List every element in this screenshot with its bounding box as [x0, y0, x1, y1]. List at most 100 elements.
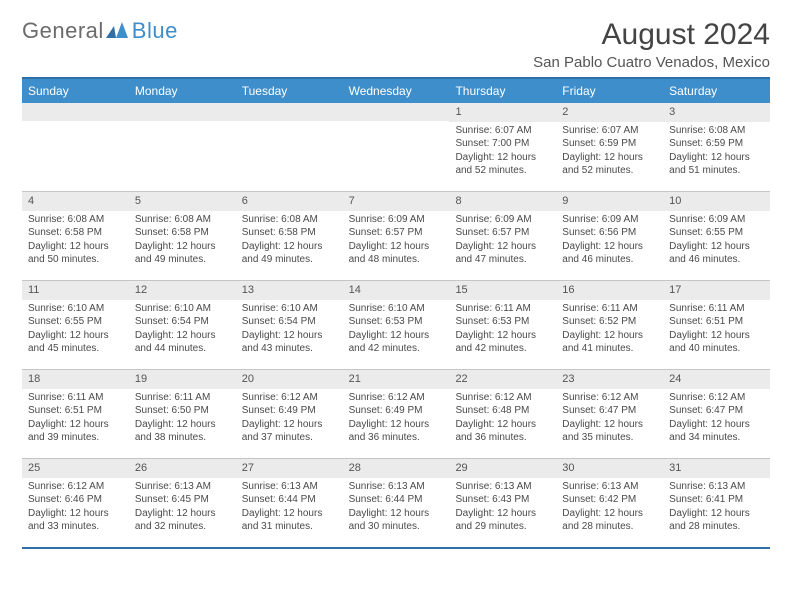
day-cell: 28Sunrise: 6:13 AMSunset: 6:44 PMDayligh… [343, 459, 450, 547]
day-number: 29 [449, 459, 556, 478]
day-details: Sunrise: 6:13 AMSunset: 6:44 PMDaylight:… [236, 478, 343, 538]
day-cell: 25Sunrise: 6:12 AMSunset: 6:46 PMDayligh… [22, 459, 129, 547]
day-cell [343, 103, 450, 191]
sunrise-line: Sunrise: 6:12 AM [669, 391, 764, 405]
sunset-line: Sunset: 6:46 PM [28, 493, 123, 507]
sunset-line: Sunset: 6:51 PM [669, 315, 764, 329]
sunset-line: Sunset: 6:59 PM [562, 137, 657, 151]
sunrise-line: Sunrise: 6:11 AM [28, 391, 123, 405]
brand-part2: Blue [132, 18, 178, 44]
daylight-line: Daylight: 12 hours and 43 minutes. [242, 329, 337, 356]
location-label: San Pablo Cuatro Venados, Mexico [533, 54, 770, 71]
day-cell: 21Sunrise: 6:12 AMSunset: 6:49 PMDayligh… [343, 370, 450, 458]
brand-part1: General [22, 18, 104, 44]
brand-logo: General Blue [22, 18, 178, 44]
day-number: 18 [22, 370, 129, 389]
sunrise-line: Sunrise: 6:10 AM [349, 302, 444, 316]
day-cell: 11Sunrise: 6:10 AMSunset: 6:55 PMDayligh… [22, 281, 129, 369]
sunset-line: Sunset: 6:58 PM [242, 226, 337, 240]
day-cell: 5Sunrise: 6:08 AMSunset: 6:58 PMDaylight… [129, 192, 236, 280]
day-number: 22 [449, 370, 556, 389]
sunset-line: Sunset: 6:45 PM [135, 493, 230, 507]
day-cell: 10Sunrise: 6:09 AMSunset: 6:55 PMDayligh… [663, 192, 770, 280]
day-cell [22, 103, 129, 191]
day-details: Sunrise: 6:13 AMSunset: 6:44 PMDaylight:… [343, 478, 450, 538]
sunset-line: Sunset: 6:47 PM [669, 404, 764, 418]
week-row: 11Sunrise: 6:10 AMSunset: 6:55 PMDayligh… [22, 280, 770, 369]
day-number [22, 103, 129, 121]
sunrise-line: Sunrise: 6:10 AM [28, 302, 123, 316]
day-number: 14 [343, 281, 450, 300]
page-title: August 2024 [533, 18, 770, 52]
day-details: Sunrise: 6:12 AMSunset: 6:46 PMDaylight:… [22, 478, 129, 538]
weekday-label: Saturday [663, 79, 770, 103]
sunset-line: Sunset: 6:50 PM [135, 404, 230, 418]
sunset-line: Sunset: 6:59 PM [669, 137, 764, 151]
day-number: 12 [129, 281, 236, 300]
sunrise-line: Sunrise: 6:11 AM [135, 391, 230, 405]
daylight-line: Daylight: 12 hours and 50 minutes. [28, 240, 123, 267]
sunrise-line: Sunrise: 6:12 AM [28, 480, 123, 494]
sunset-line: Sunset: 6:49 PM [349, 404, 444, 418]
day-number: 16 [556, 281, 663, 300]
day-cell: 17Sunrise: 6:11 AMSunset: 6:51 PMDayligh… [663, 281, 770, 369]
sunset-line: Sunset: 6:44 PM [242, 493, 337, 507]
sunrise-line: Sunrise: 6:12 AM [242, 391, 337, 405]
daylight-line: Daylight: 12 hours and 52 minutes. [562, 151, 657, 178]
day-cell: 22Sunrise: 6:12 AMSunset: 6:48 PMDayligh… [449, 370, 556, 458]
daylight-line: Daylight: 12 hours and 44 minutes. [135, 329, 230, 356]
day-cell: 24Sunrise: 6:12 AMSunset: 6:47 PMDayligh… [663, 370, 770, 458]
day-number: 27 [236, 459, 343, 478]
title-block: August 2024 San Pablo Cuatro Venados, Me… [533, 18, 770, 71]
day-details: Sunrise: 6:11 AMSunset: 6:50 PMDaylight:… [129, 389, 236, 449]
day-details: Sunrise: 6:10 AMSunset: 6:54 PMDaylight:… [129, 300, 236, 360]
sunrise-line: Sunrise: 6:13 AM [242, 480, 337, 494]
day-number: 9 [556, 192, 663, 211]
day-details: Sunrise: 6:13 AMSunset: 6:42 PMDaylight:… [556, 478, 663, 538]
day-details: Sunrise: 6:08 AMSunset: 6:58 PMDaylight:… [236, 211, 343, 271]
daylight-line: Daylight: 12 hours and 39 minutes. [28, 418, 123, 445]
day-number: 2 [556, 103, 663, 122]
daylight-line: Daylight: 12 hours and 34 minutes. [669, 418, 764, 445]
day-details: Sunrise: 6:11 AMSunset: 6:51 PMDaylight:… [22, 389, 129, 449]
day-cell [236, 103, 343, 191]
day-number: 7 [343, 192, 450, 211]
sunset-line: Sunset: 6:57 PM [349, 226, 444, 240]
sunset-line: Sunset: 6:53 PM [455, 315, 550, 329]
day-cell: 19Sunrise: 6:11 AMSunset: 6:50 PMDayligh… [129, 370, 236, 458]
sunset-line: Sunset: 6:53 PM [349, 315, 444, 329]
day-number: 6 [236, 192, 343, 211]
daylight-line: Daylight: 12 hours and 31 minutes. [242, 507, 337, 534]
sunset-line: Sunset: 6:41 PM [669, 493, 764, 507]
sunset-line: Sunset: 6:49 PM [242, 404, 337, 418]
calendar: SundayMondayTuesdayWednesdayThursdayFrid… [22, 77, 770, 549]
day-number: 30 [556, 459, 663, 478]
day-cell: 23Sunrise: 6:12 AMSunset: 6:47 PMDayligh… [556, 370, 663, 458]
day-number: 25 [22, 459, 129, 478]
day-details: Sunrise: 6:10 AMSunset: 6:54 PMDaylight:… [236, 300, 343, 360]
daylight-line: Daylight: 12 hours and 49 minutes. [242, 240, 337, 267]
daylight-line: Daylight: 12 hours and 48 minutes. [349, 240, 444, 267]
day-number: 5 [129, 192, 236, 211]
sunrise-line: Sunrise: 6:09 AM [349, 213, 444, 227]
day-cell: 16Sunrise: 6:11 AMSunset: 6:52 PMDayligh… [556, 281, 663, 369]
day-cell: 20Sunrise: 6:12 AMSunset: 6:49 PMDayligh… [236, 370, 343, 458]
day-number: 4 [22, 192, 129, 211]
sunrise-line: Sunrise: 6:13 AM [669, 480, 764, 494]
logo-icon [106, 22, 130, 40]
sunset-line: Sunset: 6:52 PM [562, 315, 657, 329]
day-details: Sunrise: 6:12 AMSunset: 6:49 PMDaylight:… [343, 389, 450, 449]
day-cell [129, 103, 236, 191]
sunrise-line: Sunrise: 6:08 AM [28, 213, 123, 227]
daylight-line: Daylight: 12 hours and 49 minutes. [135, 240, 230, 267]
sunrise-line: Sunrise: 6:08 AM [669, 124, 764, 138]
sunrise-line: Sunrise: 6:13 AM [455, 480, 550, 494]
sunrise-line: Sunrise: 6:07 AM [562, 124, 657, 138]
sunrise-line: Sunrise: 6:10 AM [135, 302, 230, 316]
sunrise-line: Sunrise: 6:12 AM [349, 391, 444, 405]
day-details: Sunrise: 6:11 AMSunset: 6:51 PMDaylight:… [663, 300, 770, 360]
sunset-line: Sunset: 6:54 PM [242, 315, 337, 329]
daylight-line: Daylight: 12 hours and 28 minutes. [669, 507, 764, 534]
sunset-line: Sunset: 6:43 PM [455, 493, 550, 507]
sunrise-line: Sunrise: 6:12 AM [562, 391, 657, 405]
